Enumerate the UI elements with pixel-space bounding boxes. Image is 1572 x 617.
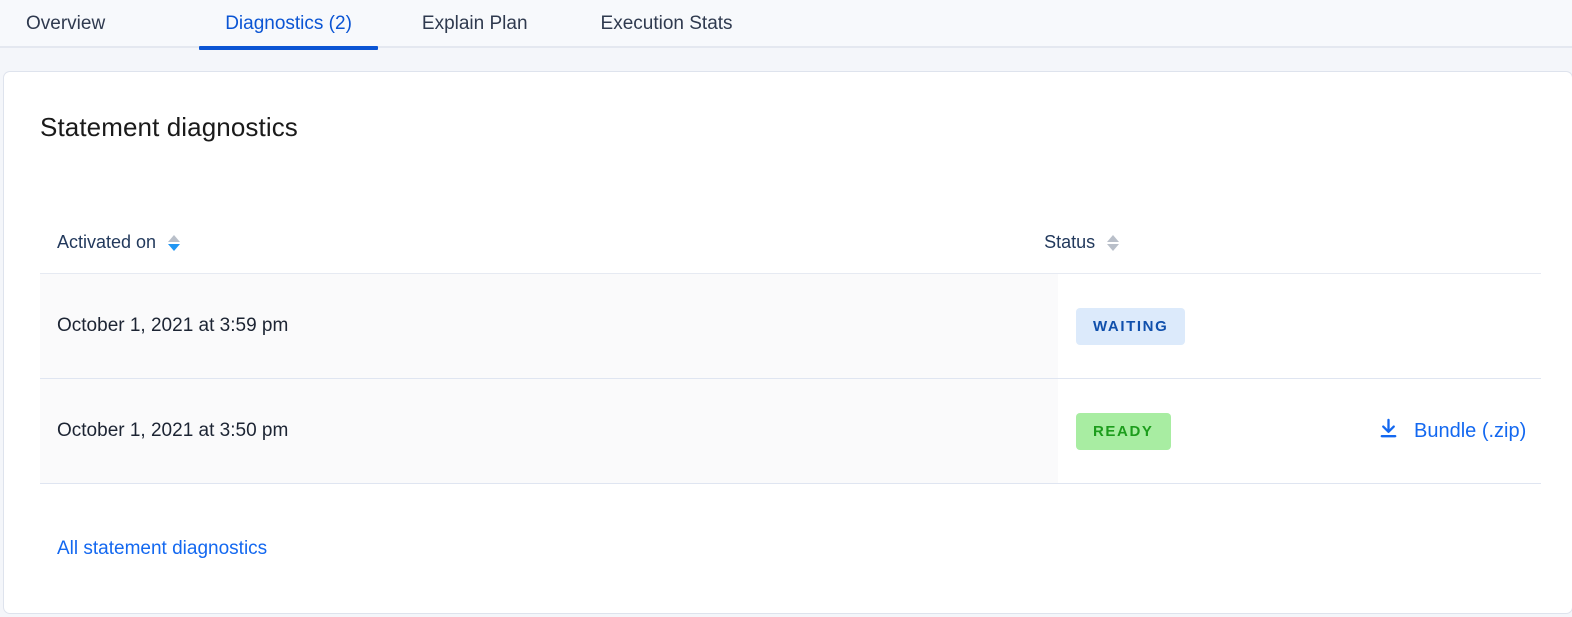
tab-diagnostics-label: Diagnostics (2) [225, 13, 352, 34]
tab-execution-stats-label: Execution Stats [600, 13, 733, 34]
table-row[interactable]: October 1, 2021 at 3:50 pm READY Bundle … [40, 379, 1541, 484]
tab-overview-label: Overview [26, 13, 106, 34]
cell-action: Bundle (.zip) [1343, 379, 1541, 483]
sort-down-arrow-icon [168, 243, 181, 251]
tab-execution-stats[interactable]: Execution Stats [601, 0, 733, 48]
column-header-status-label: Status [1044, 232, 1096, 252]
table-row[interactable]: October 1, 2021 at 3:59 pm WAITING [40, 274, 1541, 379]
table-header-row: Activated on Status [40, 212, 1541, 274]
sort-arrows-icon[interactable] [1107, 234, 1120, 251]
tab-explain-plan[interactable]: Explain Plan [422, 0, 528, 48]
sort-arrows-icon[interactable] [168, 234, 181, 251]
tab-diagnostics[interactable]: Diagnostics (2) [199, 0, 378, 50]
all-statement-diagnostics-link[interactable]: All statement diagnostics [57, 538, 268, 559]
download-bundle-label: Bundle (.zip) [1414, 419, 1527, 442]
page-title: Statement diagnostics [40, 112, 298, 142]
sort-down-arrow-icon [1107, 243, 1120, 251]
status-badge: WAITING [1076, 307, 1186, 345]
column-header-activated-on-label: Activated on [57, 232, 157, 252]
column-header-status[interactable]: Status [1044, 232, 1120, 253]
cell-activated-on: October 1, 2021 at 3:59 pm [40, 274, 1058, 378]
column-header-activated-on[interactable]: Activated on [40, 232, 181, 253]
download-bundle-link[interactable]: Bundle (.zip) [1377, 417, 1526, 446]
tab-active-underline [199, 46, 378, 50]
cell-activated-on: October 1, 2021 at 3:50 pm [40, 379, 1058, 483]
sort-up-arrow-icon [1107, 234, 1120, 242]
tab-bar: Overview Diagnostics (2) Explain Plan Ex… [0, 0, 1572, 50]
cell-status: WAITING [1058, 274, 1343, 378]
cell-status: READY [1058, 379, 1343, 483]
cell-action [1343, 274, 1541, 378]
status-badge: READY [1076, 412, 1171, 450]
diagnostics-table: Activated on Status October 1, 2021 at 3… [40, 212, 1541, 484]
tab-explain-plan-label: Explain Plan [421, 13, 528, 34]
statement-diagnostics-card: Statement diagnostics Activated on Statu… [4, 72, 1572, 613]
tab-overview[interactable]: Overview [26, 0, 105, 48]
download-icon [1377, 417, 1400, 446]
sort-up-arrow-icon [168, 234, 181, 242]
